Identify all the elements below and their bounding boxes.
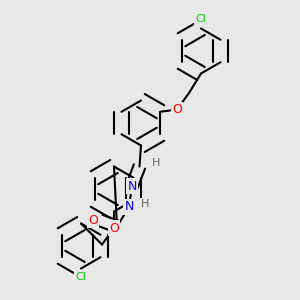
Text: O: O	[172, 103, 182, 116]
Text: N: N	[127, 179, 137, 193]
Text: H: H	[141, 199, 150, 209]
Text: N: N	[124, 200, 134, 214]
Text: H: H	[152, 158, 160, 169]
Text: Cl: Cl	[196, 14, 206, 25]
Text: Cl: Cl	[76, 272, 86, 283]
Text: O: O	[109, 221, 119, 235]
Text: O: O	[88, 214, 98, 227]
